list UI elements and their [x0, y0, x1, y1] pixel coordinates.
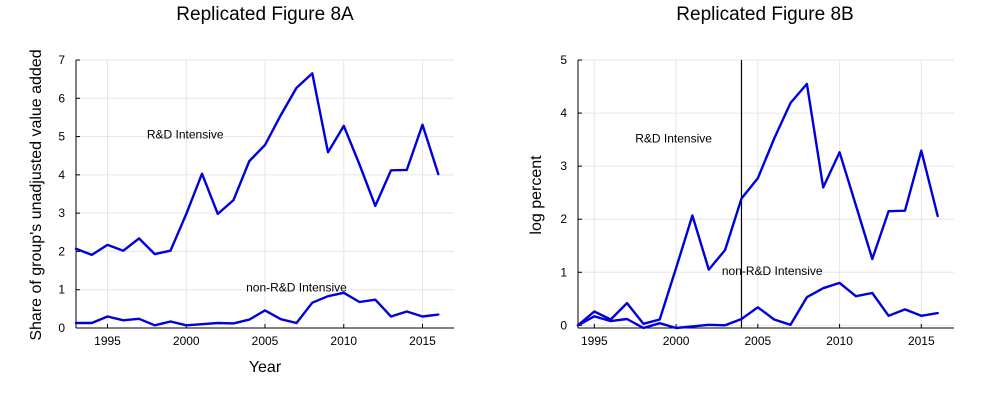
- chart-8b: Replicated Figure 8B log percent 1995 200…: [528, 4, 954, 348]
- chart-8a-x-axis-label: Year: [249, 359, 282, 376]
- chart-8a-series-line-rd-intensive: [74, 72, 440, 257]
- chart-8a: Replicated Figure 8A Year Share of group…: [28, 4, 454, 376]
- chart-8a-y-tick-label: 1: [58, 283, 65, 297]
- chart-8a-x-tick-label: 2000: [173, 334, 200, 348]
- chart-8b-x-tick-label: 2015: [908, 334, 935, 348]
- chart-8a-x-tick-label: 2015: [409, 334, 436, 348]
- chart-8a-y-tick-label: 7: [58, 53, 65, 67]
- chart-8a-y-axis-label: Share of group's unadjusted value added: [28, 49, 45, 340]
- chart-8a-y-tick-label: 6: [58, 91, 65, 105]
- chart-8a-series-line-non-rd-intensive: [74, 291, 440, 327]
- chart-8b-annotation-non-rd-intensive: non-R&D Intensive: [722, 264, 823, 278]
- chart-8a-x-tick-label: 2010: [330, 334, 357, 348]
- chart-8b-y-tick-label: 0: [560, 318, 567, 332]
- chart-8b-x-tick-label: 1995: [581, 334, 608, 348]
- chart-8b-x-tick-label: 2005: [744, 334, 771, 348]
- chart-8a-y-tick-label: 0: [58, 321, 65, 335]
- chart-8a-annotation-rd-intensive: R&D Intensive: [147, 127, 224, 141]
- chart-8a-x-tick-label: 1995: [94, 334, 121, 348]
- chart-8a-x-tick-label: 2005: [252, 334, 279, 348]
- chart-8b-y-tick-label: 4: [560, 106, 567, 120]
- chart-8b-y-tick-label: 5: [560, 53, 567, 67]
- chart-8a-title: Replicated Figure 8A: [176, 4, 354, 25]
- chart-8b-y-tick-label: 3: [560, 159, 567, 173]
- chart-8a-y-tick-label: 3: [58, 206, 65, 220]
- chart-8b-x-tick-label: 2000: [663, 334, 690, 348]
- chart-8b-series-line-rd-intensive: [576, 82, 939, 327]
- chart-8a-y-tick-label: 4: [58, 168, 65, 182]
- chart-8a-annotation-non-rd-intensive: non-R&D Intensive: [246, 281, 347, 295]
- chart-8b-y-axis-label: log percent: [528, 155, 545, 235]
- chart-8b-y-tick-label: 1: [560, 265, 567, 279]
- chart-8b-x-tick-label: 2010: [826, 334, 853, 348]
- chart-8b-title: Replicated Figure 8B: [676, 4, 853, 25]
- chart-8b-annotation-rd-intensive: R&D Intensive: [635, 131, 712, 145]
- chart-8a-y-tick-label: 2: [58, 244, 65, 258]
- chart-8b-y-tick-label: 2: [560, 212, 567, 226]
- chart-8a-y-tick-label: 5: [58, 130, 65, 144]
- chart-8b-series-line-non-rd-intensive: [576, 281, 939, 330]
